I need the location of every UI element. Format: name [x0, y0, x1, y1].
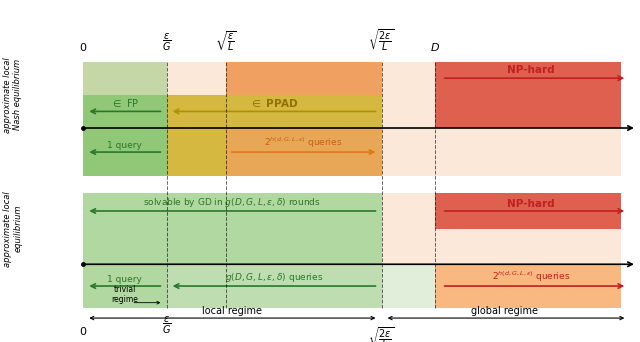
Text: $2^{h(d,G,L,\varepsilon)}$ queries: $2^{h(d,G,L,\varepsilon)}$ queries — [492, 269, 570, 284]
Text: $0$: $0$ — [79, 41, 87, 53]
Bar — [83, 128, 166, 176]
Text: $D$: $D$ — [430, 41, 440, 53]
Bar — [226, 62, 381, 128]
Text: $\sqrt{\dfrac{\varepsilon}{L}}$: $\sqrt{\dfrac{\varepsilon}{L}}$ — [214, 29, 237, 53]
Text: local regime: local regime — [202, 306, 262, 316]
Text: NP-hard: NP-hard — [508, 199, 555, 209]
Text: $g(D,G,L,\varepsilon,\delta)$ queries: $g(D,G,L,\varepsilon,\delta)$ queries — [225, 271, 323, 284]
Text: approximate local
equilibrium: approximate local equilibrium — [3, 191, 22, 267]
Bar — [381, 193, 621, 264]
Bar — [435, 264, 621, 308]
Bar — [226, 128, 381, 176]
Text: $\sqrt{\dfrac{2\varepsilon}{L}}$: $\sqrt{\dfrac{2\varepsilon}{L}}$ — [369, 325, 395, 342]
Bar — [83, 193, 381, 264]
Bar — [435, 62, 621, 95]
Text: $\dfrac{\varepsilon}{G}$: $\dfrac{\varepsilon}{G}$ — [162, 315, 172, 336]
Bar — [435, 62, 621, 128]
Bar — [83, 128, 166, 176]
Bar — [83, 62, 621, 176]
Text: NP-hard: NP-hard — [508, 65, 555, 76]
Bar — [166, 128, 381, 176]
Text: global regime: global regime — [471, 306, 538, 316]
Bar — [83, 193, 621, 308]
Text: $2^{h(d,G,L,\varepsilon)}$ queries: $2^{h(d,G,L,\varepsilon)}$ queries — [264, 136, 343, 150]
Text: PPAD-hard: PPAD-hard — [275, 65, 333, 76]
Bar — [166, 95, 381, 128]
Text: trivial
regime: trivial regime — [111, 285, 138, 304]
Bar — [166, 264, 381, 308]
Bar — [83, 128, 621, 176]
Bar — [226, 62, 381, 95]
Bar — [226, 62, 381, 128]
Text: $0$: $0$ — [79, 325, 87, 337]
Text: 1 query: 1 query — [108, 141, 142, 150]
Bar — [83, 62, 166, 95]
Bar — [83, 264, 166, 308]
Text: $\sqrt{\dfrac{2\varepsilon}{L}}$: $\sqrt{\dfrac{2\varepsilon}{L}}$ — [369, 27, 395, 53]
Bar — [83, 95, 166, 128]
Bar — [83, 193, 621, 308]
Bar — [435, 193, 621, 229]
Text: approximate local
Nash equilibrium: approximate local Nash equilibrium — [3, 57, 22, 133]
Text: $\in$ PPAD: $\in$ PPAD — [249, 97, 299, 109]
Text: solvable by GD in $g(D,G,L,\varepsilon,\delta)$ rounds: solvable by GD in $g(D,G,L,\varepsilon,\… — [143, 196, 321, 209]
Bar — [83, 128, 166, 176]
Text: $\dfrac{\varepsilon}{G}$: $\dfrac{\varepsilon}{G}$ — [162, 32, 172, 53]
Text: 1 query: 1 query — [108, 275, 142, 284]
Bar — [83, 62, 621, 128]
Text: $\in$ FP: $\in$ FP — [111, 97, 139, 109]
Bar — [83, 264, 621, 308]
